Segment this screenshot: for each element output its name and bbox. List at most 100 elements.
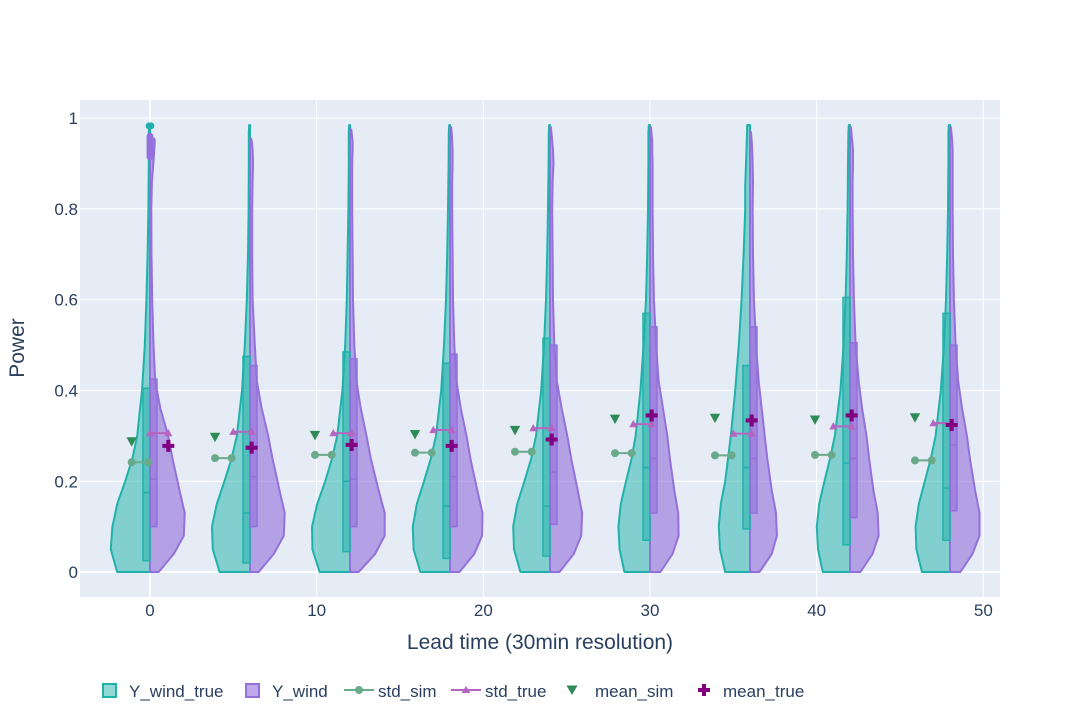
legend-item-mean-sim[interactable]: mean_sim	[566, 682, 674, 701]
box-y-wind-true	[442, 362, 451, 560]
mean-true-marker	[245, 441, 258, 454]
mean-true-marker	[445, 439, 458, 452]
x-tick-label: 40	[807, 601, 826, 620]
violin-y-wind-true	[617, 124, 651, 573]
box-y-wind	[149, 378, 158, 528]
mean-true-marker	[162, 439, 175, 452]
mean-sim-marker	[509, 425, 521, 436]
legend-item-mean-true[interactable]: mean_true	[698, 682, 804, 701]
std-true-point	[629, 419, 638, 428]
std-sim-point	[911, 456, 919, 465]
violin-y-wind	[449, 126, 484, 573]
legend-swatch	[698, 684, 710, 696]
std-sim-point	[611, 449, 619, 458]
y-axis-title: Power	[6, 318, 29, 378]
std-sim-point	[827, 450, 836, 459]
std-sim-point	[311, 450, 319, 459]
mean-true-marker	[845, 409, 858, 422]
y-tick-label: 1	[69, 109, 78, 128]
box-y-wind-true	[142, 387, 151, 562]
std-true-point	[229, 427, 238, 435]
std-true-point	[447, 425, 456, 434]
std-sim-point	[127, 458, 136, 467]
x-tick-label: 0	[145, 601, 154, 620]
legend-item-y-wind-true[interactable]: Y_wind_true	[102, 682, 224, 701]
mean-sim-marker	[309, 430, 321, 441]
mean-true-marker	[345, 438, 358, 451]
std-true-point	[929, 419, 938, 427]
legend-label: Y_wind	[272, 682, 328, 701]
std-sim-point	[727, 451, 736, 460]
legend-swatch	[566, 685, 578, 695]
box-y-wind-true	[542, 337, 551, 557]
std-sim-point	[427, 448, 436, 457]
std-true-point	[164, 428, 173, 437]
y-tick-label: 0.2	[54, 472, 78, 491]
legend-item-std-sim[interactable]: std_sim	[344, 682, 437, 701]
std-true-point	[529, 424, 538, 432]
std-true-point	[647, 419, 656, 428]
legend-label: mean_true	[723, 682, 804, 701]
legend-item-std-true[interactable]: std_true	[451, 682, 546, 701]
std-true-point	[829, 422, 838, 430]
mean-true-marker	[645, 409, 658, 422]
markers	[126, 409, 958, 467]
legend-item-y-wind[interactable]: Y_wind	[245, 682, 328, 701]
y-tick-label: 0	[69, 563, 78, 582]
violin-y-wind-true	[815, 124, 851, 573]
x-tick-label: 50	[974, 601, 993, 620]
std-sim-point	[211, 454, 219, 463]
mean-sim-marker	[126, 437, 137, 447]
std-true-point	[247, 427, 256, 435]
std-sim-point	[711, 451, 719, 460]
mean-sim-marker	[609, 414, 621, 424]
legend[interactable]: Y_wind_true Y_wind std_sim std_true mean_sim…	[102, 682, 804, 701]
std-true-point	[847, 422, 856, 430]
mean-sim-marker	[709, 413, 721, 424]
mean-sim-marker	[409, 430, 421, 440]
std-sim-point	[411, 448, 419, 457]
legend-label: std_true	[485, 682, 546, 701]
outlier-y-wind-true	[147, 122, 155, 130]
box-y-wind-true	[742, 364, 751, 530]
legend-swatch-marker	[355, 686, 363, 694]
x-tick-label: 20	[474, 601, 493, 620]
mean-true-marker	[545, 433, 558, 446]
std-true-point	[729, 429, 738, 437]
box-y-wind-true	[242, 355, 251, 564]
outlier-y-wind	[146, 132, 154, 140]
violin-y-wind	[249, 137, 286, 573]
std-true-point	[146, 428, 154, 437]
y-tick-label: 0.6	[54, 291, 78, 310]
box-y-wind-true	[342, 351, 351, 553]
std-true-point	[429, 425, 438, 434]
std-true-point	[329, 428, 338, 437]
mean-sim-marker	[209, 432, 221, 443]
std-sim-point	[327, 450, 336, 459]
legend-swatch	[245, 683, 260, 698]
y-tick-label: 0.4	[54, 381, 78, 400]
std-sim-point	[227, 454, 236, 463]
legend-label: mean_sim	[595, 682, 673, 701]
mean-true-marker	[745, 414, 758, 427]
x-tick-label: 30	[641, 601, 660, 620]
std-true-point	[747, 429, 756, 437]
std-sim-point	[627, 449, 636, 458]
x-tick-label: 10	[307, 601, 326, 620]
std-sim-point	[811, 450, 819, 459]
std-sim-point	[927, 456, 936, 465]
legend-label: Y_wind_true	[129, 682, 224, 701]
box-y-wind	[849, 342, 858, 519]
legend-swatch-marker	[461, 686, 471, 693]
mean-sim-marker	[909, 413, 921, 423]
violin-y-wind-true	[717, 124, 751, 573]
legend-swatch	[102, 683, 117, 698]
violin-y-wind	[149, 137, 186, 573]
mean-sim-marker	[809, 415, 821, 425]
std-true-point	[547, 424, 556, 432]
box-y-wind-true	[842, 296, 851, 546]
legend-label: std_sim	[378, 682, 437, 701]
violin-y-wind-true	[109, 124, 151, 573]
